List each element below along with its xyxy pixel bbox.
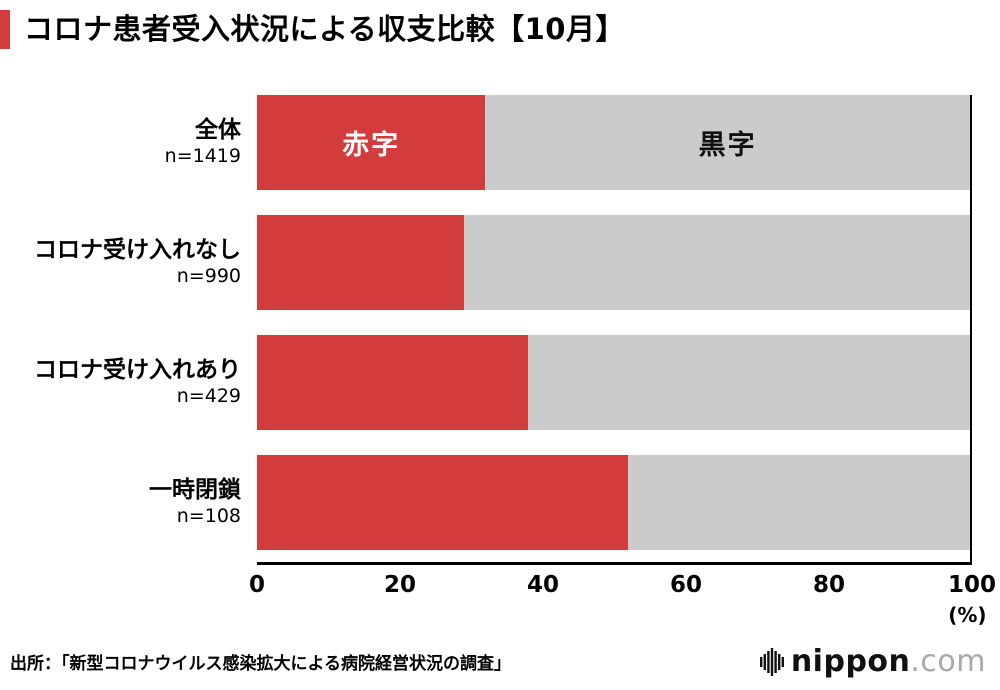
- source-citation: 出所：「新型コロナウイルス感染拡大による病院経営状況の調査」: [10, 654, 511, 674]
- deficit-series-label: 赤字: [342, 129, 401, 161]
- stacked-bar-chart: 全体 n=1419 コロナ受け入れなし n=990 コロナ受け入れあり n=42…: [0, 94, 972, 565]
- surplus-bar-segment: [627, 454, 970, 550]
- x-axis-tick: 0: [248, 571, 266, 598]
- surplus-bar-segment: 黒字: [485, 94, 970, 190]
- category-label: 全体: [195, 116, 241, 143]
- logo-suffix-text: .com: [910, 644, 986, 679]
- bar-row: [257, 214, 970, 310]
- bar-row: 赤字 黒字: [257, 94, 970, 190]
- x-axis: 0 20 40 60 80 100 (%): [249, 565, 996, 631]
- x-axis-tick: 60: [669, 571, 703, 598]
- deficit-bar-segment: [257, 334, 528, 430]
- x-axis-unit-label: (%): [948, 602, 987, 627]
- category-label: 一時閉鎖: [149, 476, 241, 503]
- surplus-series-label: 黒字: [698, 129, 757, 161]
- page-title: コロナ患者受入状況による収支比較【10月】: [0, 10, 1000, 49]
- category-label: コロナ受け入れあり: [34, 356, 241, 383]
- bar-row: [257, 334, 970, 430]
- category-label-block: コロナ受け入れなし n=990: [0, 215, 257, 310]
- category-label-block: 全体 n=1419: [0, 95, 257, 190]
- x-axis-tick: 20: [383, 571, 417, 598]
- surplus-bar-segment: [463, 214, 970, 310]
- deficit-bar-segment: [257, 214, 464, 310]
- logo-name-text: nippon: [790, 644, 911, 679]
- plot-area: 赤字 黒字: [257, 94, 972, 565]
- category-sample-size: n=108: [176, 505, 241, 528]
- category-labels-column: 全体 n=1419 コロナ受け入れなし n=990 コロナ受け入れあり n=42…: [0, 95, 257, 565]
- deficit-bar-segment: [257, 454, 628, 550]
- category-label: コロナ受け入れなし: [34, 236, 241, 263]
- category-sample-size: n=990: [176, 265, 241, 288]
- logo-wordmark: nippon.com: [791, 647, 986, 677]
- x-axis-tick: 80: [812, 571, 846, 598]
- soundbars-logo-icon: [759, 648, 784, 676]
- nippon-com-logo: nippon.com: [759, 647, 986, 677]
- x-axis-tick: 100: [947, 571, 997, 598]
- deficit-bar-segment: 赤字: [257, 94, 486, 190]
- bar-row: [257, 454, 970, 550]
- category-label-block: コロナ受け入れあり n=429: [0, 335, 257, 430]
- surplus-bar-segment: [527, 334, 970, 430]
- category-sample-size: n=429: [176, 385, 241, 408]
- category-label-block: 一時閉鎖 n=108: [0, 455, 257, 550]
- x-axis-tick: 40: [526, 571, 560, 598]
- category-sample-size: n=1419: [164, 145, 241, 168]
